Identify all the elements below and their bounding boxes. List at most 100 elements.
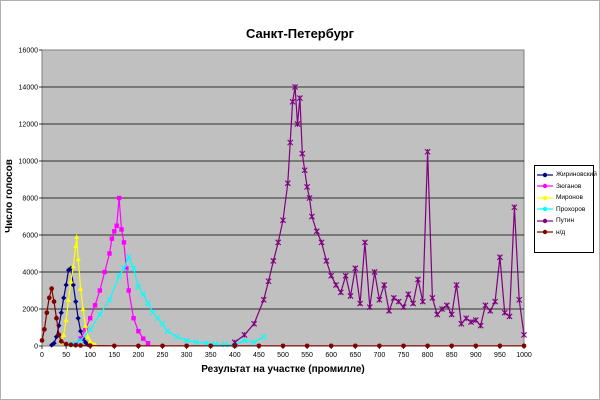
y-tick-label: 0 (34, 344, 38, 351)
x-tick-label: 200 (133, 352, 145, 359)
x-tick-label: 300 (181, 352, 193, 359)
data-point-4 (453, 281, 460, 288)
legend-swatch (537, 172, 553, 177)
data-point-3 (77, 337, 84, 344)
data-point-0 (77, 328, 84, 334)
legend-swatch (537, 195, 553, 200)
legend-label: н/д (556, 228, 566, 236)
data-point-3 (125, 254, 132, 261)
data-point-3 (260, 333, 267, 340)
data-point-4 (308, 213, 315, 220)
x-tick-label: 450 (253, 352, 265, 359)
data-point-1 (121, 240, 127, 245)
data-point-5 (232, 343, 238, 349)
legend-label: Зюганов (556, 182, 582, 190)
data-point-4 (511, 204, 518, 211)
data-point-4 (301, 167, 308, 174)
data-point-4 (400, 304, 407, 311)
data-point-4 (521, 331, 527, 338)
data-point-4 (443, 302, 450, 309)
data-point-4 (241, 331, 248, 338)
data-point-4 (458, 320, 465, 327)
data-point-4 (472, 317, 479, 324)
data-point-4 (467, 318, 474, 325)
x-tick-label: 850 (446, 352, 458, 359)
data-point-1 (87, 316, 93, 321)
data-point-5 (46, 295, 52, 301)
y-tick-label: 14000 (19, 85, 39, 92)
data-point-2 (63, 317, 69, 323)
data-point-3 (173, 333, 180, 340)
x-tick-label: 500 (277, 352, 289, 359)
chart-title: Санкт-Петербург (246, 26, 355, 41)
data-point-5 (49, 286, 54, 291)
data-point-4 (342, 272, 349, 279)
legend-swatch (537, 184, 553, 189)
data-point-4 (424, 148, 431, 155)
data-point-4 (429, 294, 436, 301)
data-point-3 (193, 339, 200, 346)
x-tick-label: 650 (349, 352, 361, 359)
data-point-5 (56, 332, 62, 338)
data-point-2 (80, 306, 86, 312)
data-point-4 (304, 183, 311, 190)
data-point-5 (328, 343, 334, 349)
data-point-0 (70, 282, 76, 288)
data-point-4 (333, 281, 340, 288)
data-point-2 (61, 332, 67, 337)
data-point-4 (361, 239, 368, 246)
data-point-0 (56, 323, 62, 329)
data-point-3 (202, 340, 209, 347)
data-point-4 (501, 309, 508, 316)
data-point-4 (419, 298, 426, 305)
data-point-4 (390, 294, 397, 301)
data-point-5 (256, 343, 262, 349)
data-point-4 (366, 304, 373, 311)
data-point-2 (73, 243, 79, 249)
data-point-2 (75, 256, 81, 262)
data-point-5 (184, 343, 189, 349)
data-point-4 (287, 139, 294, 146)
data-point-4 (337, 289, 344, 296)
data-point-4 (318, 239, 325, 246)
data-point-5 (44, 310, 50, 316)
legend-item: Зюганов (537, 181, 591, 193)
legend-swatch (537, 230, 553, 235)
data-point-2 (65, 297, 72, 302)
data-point-5 (42, 327, 47, 332)
data-point-1 (119, 227, 124, 232)
data-point-4 (275, 239, 282, 246)
data-point-1 (109, 236, 115, 241)
x-tick-label: 400 (229, 352, 241, 359)
y-tick-label: 8000 (22, 196, 38, 203)
data-point-2 (77, 286, 84, 291)
data-point-5 (497, 343, 503, 349)
data-point-3 (145, 300, 152, 307)
data-point-4 (313, 228, 320, 235)
data-point-4 (386, 307, 393, 314)
x-tick-label: 350 (205, 352, 217, 359)
data-point-4 (357, 300, 364, 307)
data-point-1 (126, 288, 131, 293)
x-tick-label: 100 (84, 352, 96, 359)
data-point-4 (284, 180, 291, 187)
data-point-1 (112, 229, 117, 234)
data-point-3 (87, 326, 94, 333)
data-point-5 (377, 343, 382, 349)
data-point-0 (65, 267, 72, 273)
data-point-0 (73, 299, 79, 305)
data-point-1 (102, 269, 107, 275)
data-point-0 (75, 315, 81, 321)
data-point-5 (136, 343, 141, 349)
data-point-1 (141, 336, 146, 341)
legend-label: Миронов (556, 194, 583, 202)
data-point-3 (135, 283, 142, 290)
data-point-4 (487, 307, 494, 314)
data-point-3 (120, 265, 127, 272)
data-point-4 (434, 311, 441, 318)
data-point-4 (516, 296, 523, 303)
data-point-5 (160, 343, 165, 349)
data-point-4 (260, 296, 267, 303)
data-point-1 (124, 266, 129, 271)
